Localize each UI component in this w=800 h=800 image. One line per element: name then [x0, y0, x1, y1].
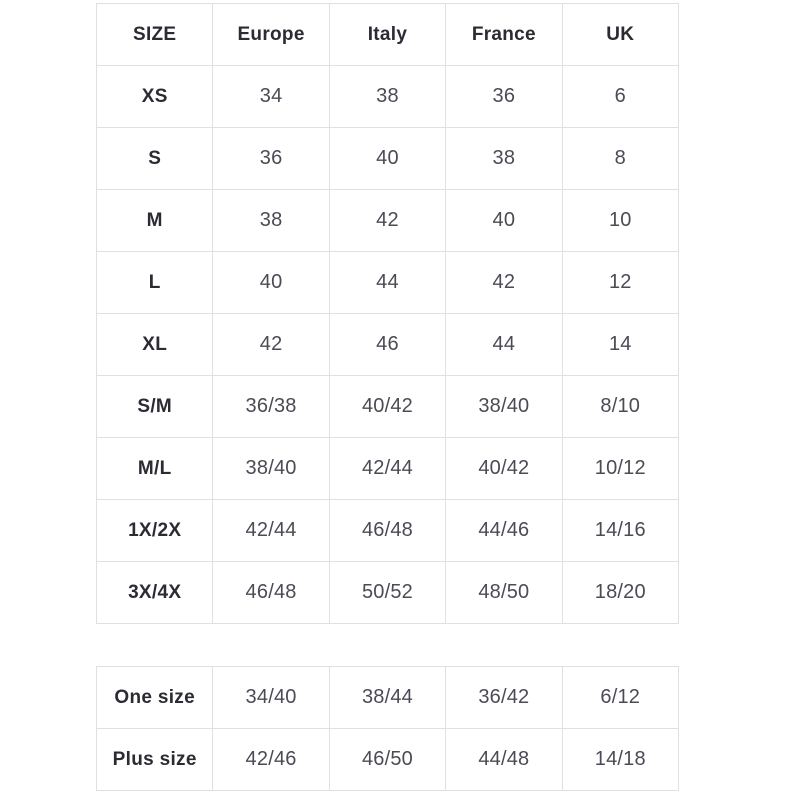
size-row-label: XL [95, 313, 214, 376]
column-header-size: SIZE [95, 3, 214, 66]
size-cell-france: 40/42 [445, 437, 563, 500]
size-cell-france: 42 [445, 251, 563, 314]
size-cell-france: 44 [445, 313, 563, 376]
size-row-label: M [95, 189, 214, 252]
size-cell-europe: 36/38 [212, 375, 330, 438]
size-cell-uk: 10 [561, 189, 680, 252]
size-row-label: S [95, 127, 214, 190]
size-cell-italy: 46/50 [328, 728, 447, 791]
size-cell-europe: 34 [212, 65, 330, 128]
table-row-s: S 36 40 38 8 [95, 127, 680, 190]
header-row: SIZE Europe Italy France UK [95, 3, 680, 66]
size-row-label: 1X/2X [95, 499, 214, 562]
table-row-l: L 40 44 42 12 [95, 251, 680, 314]
size-cell-france: 48/50 [445, 561, 563, 624]
size-row-label: M/L [95, 437, 214, 500]
size-cell-uk: 6 [561, 65, 680, 128]
size-cell-france: 38/40 [445, 375, 563, 438]
size-row-label: Plus size [95, 728, 214, 791]
size-cell-europe: 34/40 [212, 666, 330, 729]
size-cell-europe: 36 [212, 127, 330, 190]
size-cell-france: 36/42 [445, 666, 563, 729]
table-row-1x2x: 1X/2X 42/44 46/48 44/46 14/16 [95, 499, 680, 562]
size-cell-italy: 46 [328, 313, 447, 376]
table-row-sm: S/M 36/38 40/42 38/40 8/10 [95, 375, 680, 438]
size-row-label: L [95, 251, 214, 314]
size-cell-europe: 42 [212, 313, 330, 376]
size-cell-europe: 42/44 [212, 499, 330, 562]
table-row-ml: M/L 38/40 42/44 40/42 10/12 [95, 437, 680, 500]
size-cell-europe: 46/48 [212, 561, 330, 624]
size-cell-uk: 6/12 [561, 666, 680, 729]
column-header-europe: Europe [212, 3, 330, 66]
size-cell-italy: 44 [328, 251, 447, 314]
size-cell-uk: 8/10 [561, 375, 680, 438]
column-header-italy: Italy [328, 3, 447, 66]
size-cell-uk: 8 [561, 127, 680, 190]
size-cell-italy: 38 [328, 65, 447, 128]
size-cell-france: 38 [445, 127, 563, 190]
size-cell-france: 44/48 [445, 728, 563, 791]
size-cell-europe: 40 [212, 251, 330, 314]
column-header-uk: UK [561, 3, 680, 66]
size-cell-france: 36 [445, 65, 563, 128]
size-cell-italy: 46/48 [328, 499, 447, 562]
size-cell-france: 44/46 [445, 499, 563, 562]
table-row-xl: XL 42 46 44 14 [95, 313, 680, 376]
table-row-m: M 38 42 40 10 [95, 189, 680, 252]
size-cell-italy: 42/44 [328, 437, 447, 500]
size-cell-uk: 14 [561, 313, 680, 376]
size-cell-europe: 42/46 [212, 728, 330, 791]
special-size-table: One size 34/40 38/44 36/42 6/12 Plus siz… [95, 666, 680, 791]
table-row-plus-size: Plus size 42/46 46/50 44/48 14/18 [95, 728, 680, 791]
size-cell-italy: 40/42 [328, 375, 447, 438]
size-cell-uk: 14/18 [561, 728, 680, 791]
column-header-france: France [445, 3, 563, 66]
table-row-xs: XS 34 38 36 6 [95, 65, 680, 128]
size-cell-uk: 10/12 [561, 437, 680, 500]
size-conversion-table: SIZE Europe Italy France UK XS 34 38 36 … [95, 3, 680, 624]
size-cell-italy: 50/52 [328, 561, 447, 624]
size-cell-europe: 38/40 [212, 437, 330, 500]
size-cell-uk: 12 [561, 251, 680, 314]
size-row-label: S/M [95, 375, 214, 438]
table-row-3x4x: 3X/4X 46/48 50/52 48/50 18/20 [95, 561, 680, 624]
size-cell-europe: 38 [212, 189, 330, 252]
size-row-label: 3X/4X [95, 561, 214, 624]
size-row-label: One size [95, 666, 214, 729]
size-cell-uk: 18/20 [561, 561, 680, 624]
size-cell-uk: 14/16 [561, 499, 680, 562]
size-cell-italy: 42 [328, 189, 447, 252]
size-cell-italy: 38/44 [328, 666, 447, 729]
size-row-label: XS [95, 65, 214, 128]
size-cell-france: 40 [445, 189, 563, 252]
table-row-one-size: One size 34/40 38/44 36/42 6/12 [95, 666, 680, 729]
size-cell-italy: 40 [328, 127, 447, 190]
